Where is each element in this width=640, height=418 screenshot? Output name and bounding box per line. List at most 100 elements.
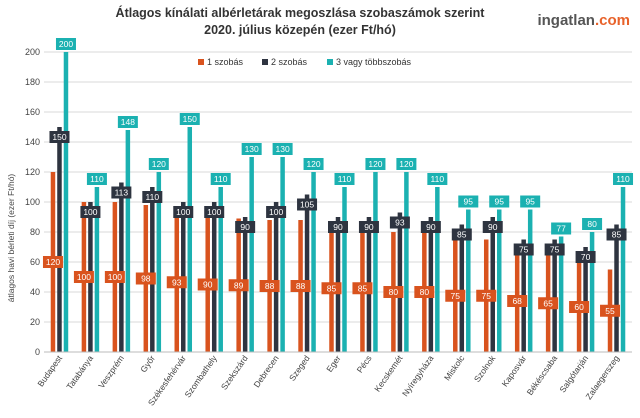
category-label: Eger [324, 353, 343, 374]
data-label-box [575, 251, 596, 263]
bar [119, 182, 124, 352]
category-label: Békéscsaba [525, 353, 560, 397]
data-label: 100 [108, 272, 122, 282]
legend: 1 szobás 2 szobás 3 vagy többszobás [198, 57, 412, 67]
data-label-box [445, 289, 466, 302]
bar [249, 157, 254, 352]
bar [125, 130, 131, 352]
y-tick-label: 20 [30, 317, 40, 327]
data-label-box [427, 173, 448, 185]
data-label-box [334, 173, 355, 185]
data-label: 75 [482, 291, 492, 301]
data-label-box [197, 278, 218, 291]
data-label-box [111, 186, 132, 199]
data-label: 113 [115, 188, 129, 198]
data-label: 120 [368, 159, 382, 169]
data-label: 75 [451, 291, 461, 301]
data-label-box [303, 158, 324, 170]
y-tick-label: 80 [30, 227, 40, 237]
data-label-box [166, 276, 187, 289]
bar [94, 187, 100, 352]
category-label: Miskolc [442, 353, 467, 383]
bar [311, 172, 316, 352]
data-label: 105 [300, 200, 314, 210]
data-label: 150 [52, 132, 66, 142]
data-label: 98 [141, 274, 151, 284]
bar [342, 187, 347, 352]
data-label-box [414, 286, 435, 298]
data-label: 120 [46, 257, 60, 267]
category-label: Veszprém [96, 353, 126, 390]
data-label: 150 [183, 114, 197, 124]
data-label: 70 [581, 252, 591, 262]
data-label: 90 [488, 222, 498, 232]
bar [558, 236, 564, 352]
bar [490, 217, 495, 352]
y-tick-label: 60 [30, 257, 40, 267]
data-label: 85 [612, 230, 622, 240]
data-label: 110 [90, 174, 104, 184]
data-label-box [507, 295, 528, 307]
data-label-box [235, 221, 256, 233]
data-label-box [117, 116, 138, 128]
data-label: 120 [306, 159, 320, 169]
bar [614, 224, 619, 352]
data-label: 88 [265, 281, 275, 291]
data-label-box [476, 289, 497, 302]
bar [156, 172, 162, 352]
data-label-box [55, 38, 76, 50]
data-label-box [352, 282, 373, 295]
data-label-box [104, 271, 125, 283]
data-label-box [204, 206, 225, 218]
category-label: Pécs [355, 353, 374, 374]
category-label: Tatabánya [64, 353, 95, 391]
data-label: 90 [364, 222, 374, 232]
data-label: 90 [240, 222, 250, 232]
y-tick-label: 120 [25, 167, 40, 177]
y-tick-label: 100 [25, 197, 40, 207]
data-label-box [365, 158, 386, 170]
data-label-box [613, 173, 634, 185]
data-label-box [266, 206, 287, 218]
data-label: 77 [556, 224, 566, 234]
data-label-box [600, 304, 621, 317]
category-label: Debrecen [251, 353, 280, 389]
data-label: 148 [121, 117, 135, 127]
y-tick-label: 200 [25, 47, 40, 57]
legend-swatch [327, 59, 333, 65]
data-label-box [482, 221, 503, 233]
data-label: 80 [420, 287, 430, 297]
data-label: 60 [574, 302, 584, 312]
data-label-box [396, 158, 417, 170]
bar [435, 187, 440, 352]
data-label: 100 [176, 207, 190, 217]
data-label: 90 [426, 222, 436, 232]
data-label-box [520, 195, 541, 208]
data-labels: 120 150 200 100 100 110 100 113 148 98 110 120 93 100… [42, 38, 634, 317]
data-label-box [451, 228, 472, 241]
bar [211, 202, 217, 352]
data-label: 55 [605, 306, 615, 316]
data-label-box [228, 279, 249, 292]
bar [620, 187, 626, 352]
data-label-box [272, 143, 293, 155]
category-label: Szekszárd [219, 353, 250, 391]
legend-swatch [262, 59, 268, 65]
data-label: 85 [358, 283, 368, 293]
data-label: 93 [172, 277, 182, 287]
bar [273, 202, 279, 352]
bar [373, 172, 378, 352]
bar [466, 209, 471, 352]
data-label-box [582, 218, 603, 230]
data-label-box [142, 191, 163, 203]
data-label: 120 [152, 159, 166, 169]
data-label-box [551, 222, 572, 235]
logo-part1: ingatlan [537, 12, 595, 29]
y-tick-label: 140 [25, 137, 40, 147]
legend-label: 3 vagy többszobás [336, 57, 412, 67]
bar [459, 224, 465, 352]
legend-label: 2 szobás [271, 57, 308, 67]
data-label: 95 [525, 197, 535, 207]
data-label-box [358, 221, 379, 233]
